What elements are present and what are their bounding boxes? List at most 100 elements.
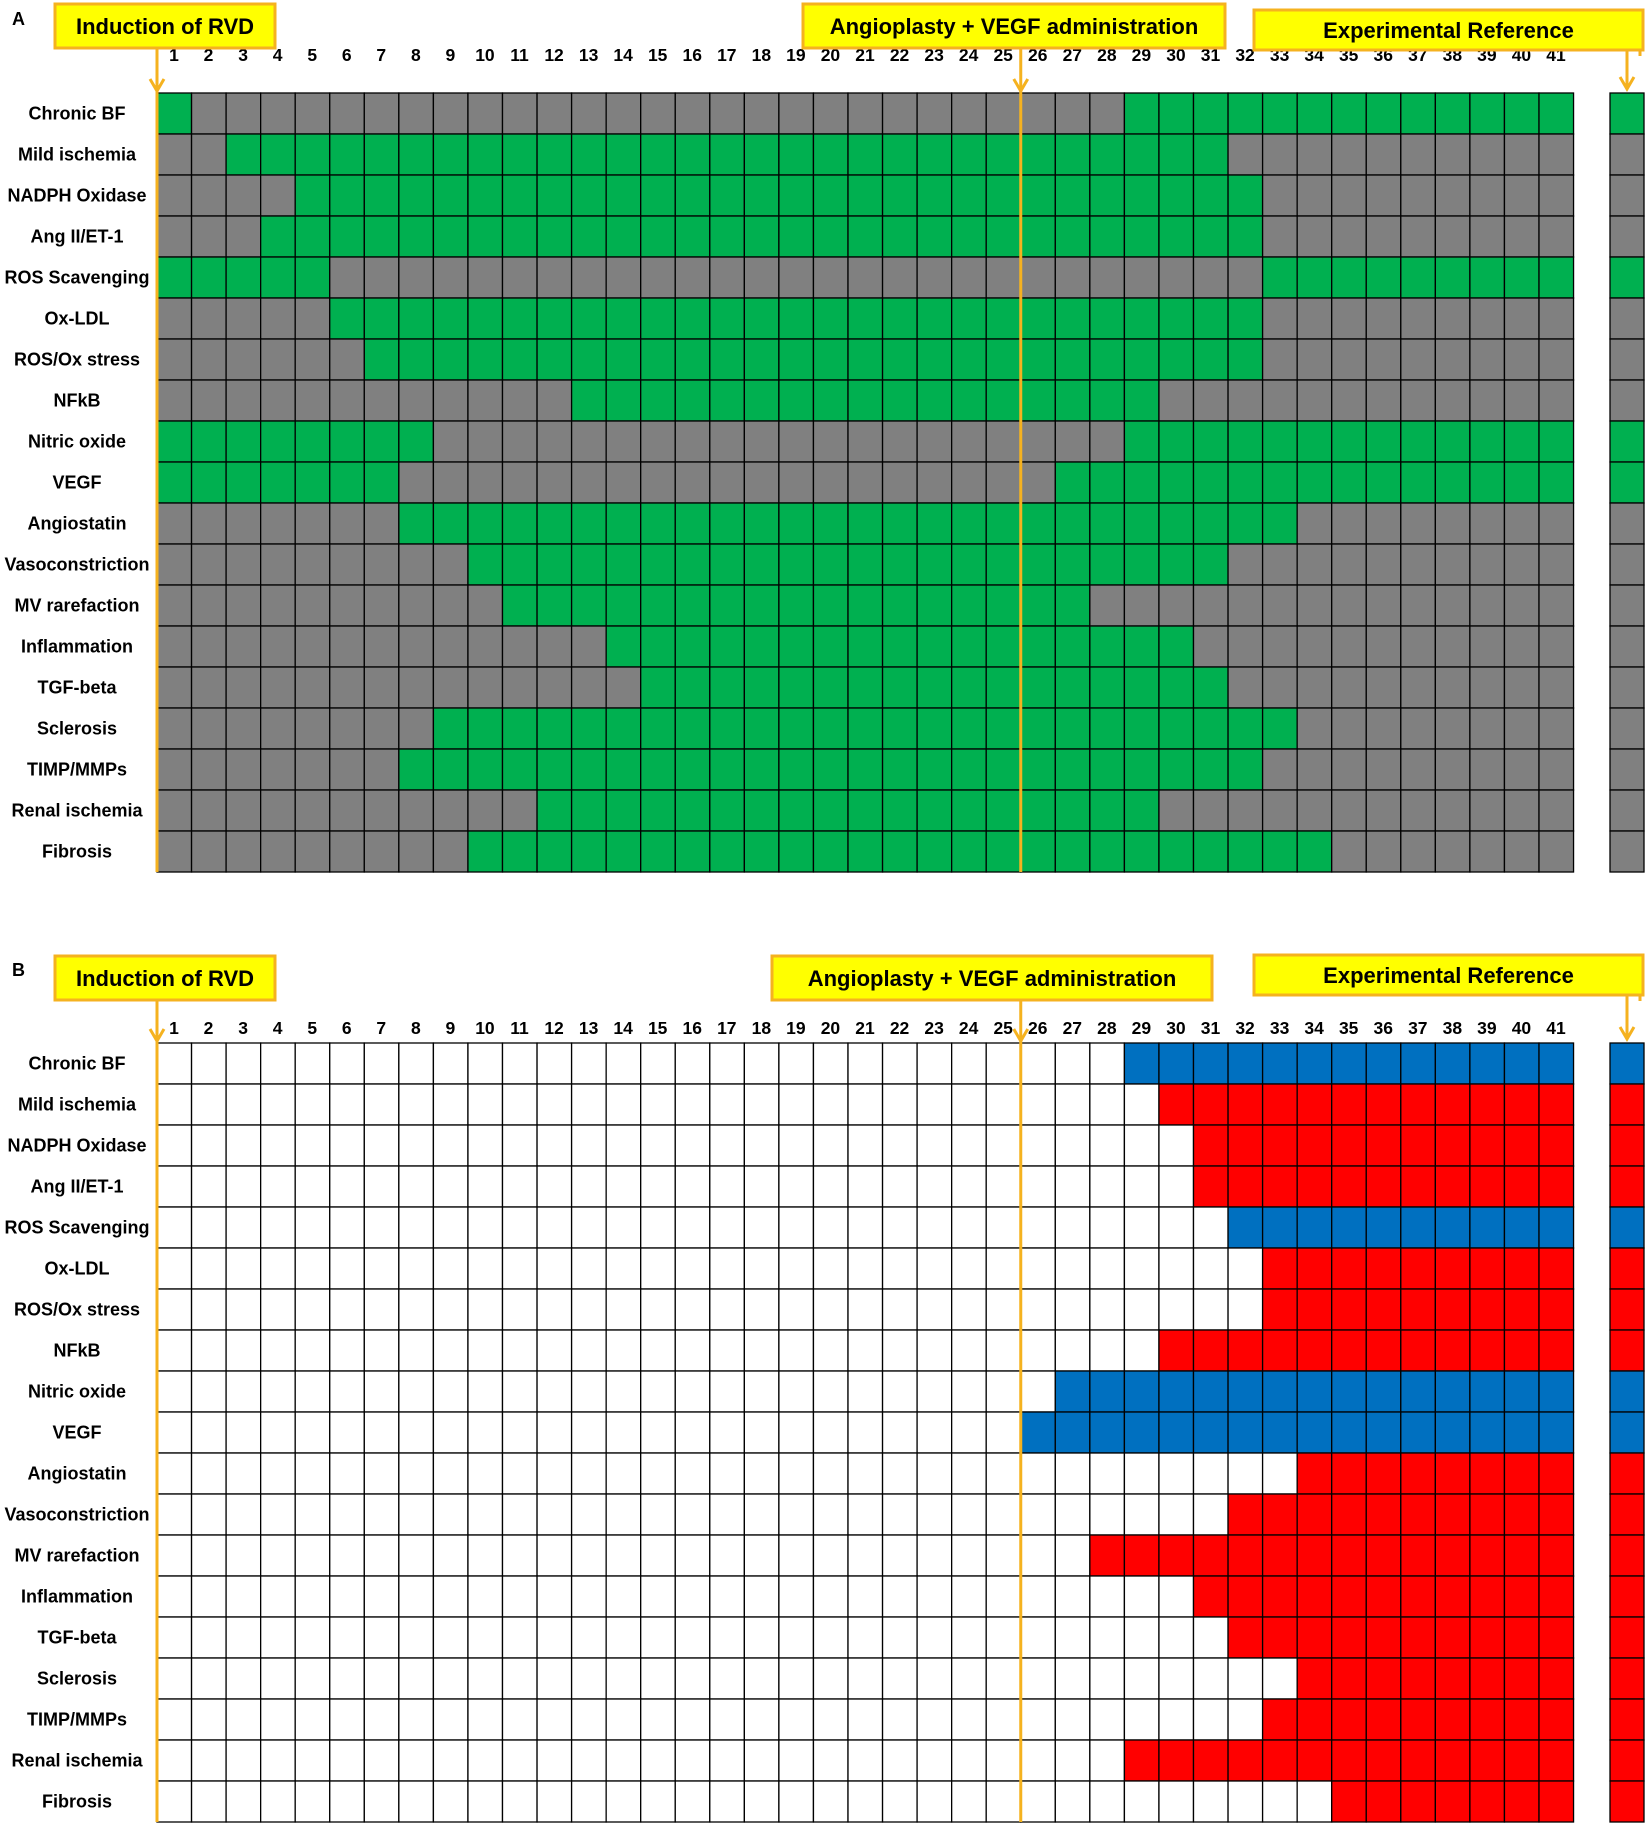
grid-cell [1469, 1370, 1506, 1413]
grid-cell [778, 1534, 815, 1577]
grid-cell [432, 1616, 469, 1659]
grid-cell [985, 420, 1022, 463]
grid-cell [674, 1411, 711, 1454]
grid-cell [363, 1698, 400, 1741]
grid-cell [881, 1247, 918, 1290]
grid-cell [1192, 584, 1229, 627]
grid-cell [1158, 748, 1195, 791]
grid-cell [1089, 1616, 1126, 1659]
grid-cell [916, 707, 953, 750]
grid-cell [1261, 1616, 1298, 1659]
grid-cell [1434, 1165, 1471, 1208]
grid-cell [398, 789, 435, 832]
grid-cell [951, 584, 987, 627]
grid-cell [1158, 92, 1195, 135]
grid-cell [1331, 830, 1367, 873]
grid-cell [1296, 1206, 1333, 1249]
grid-cell [1296, 1042, 1333, 1085]
grid-cell [1192, 1370, 1229, 1413]
grid-cell [1434, 1780, 1471, 1823]
grid-cell [985, 1493, 1022, 1536]
grid-cell [847, 1329, 884, 1372]
grid-cell [916, 1534, 953, 1577]
reference-cell [1609, 1247, 1645, 1290]
grid-cell [743, 1042, 780, 1085]
grid-cell [1469, 625, 1506, 668]
grid-cell [951, 707, 987, 750]
grid-cell [605, 830, 642, 873]
column-label: 30 [1166, 45, 1186, 65]
grid-cell [709, 1370, 745, 1413]
column-label: 29 [1132, 1018, 1152, 1038]
grid-cell [1054, 1165, 1091, 1208]
grid-cell [1261, 1657, 1298, 1700]
grid-cell [1469, 1534, 1506, 1577]
grid-cell [1054, 1288, 1091, 1331]
grid-cell [1400, 666, 1437, 709]
grid-cell [778, 338, 815, 381]
grid-cell [501, 830, 538, 873]
grid-cell [1434, 461, 1471, 504]
grid-cell [467, 1329, 504, 1372]
grid-cell [1261, 830, 1298, 873]
grid-cell [951, 420, 987, 463]
grid-cell [1400, 707, 1437, 750]
grid-cell [1123, 1206, 1160, 1249]
grid-cell [916, 502, 953, 545]
reference-cell [1609, 830, 1645, 873]
grid-cell [1192, 1616, 1229, 1659]
grid-cell [1123, 1042, 1160, 1085]
grid-cell [1503, 707, 1540, 750]
grid-cell [467, 748, 504, 791]
grid-cell [709, 1534, 745, 1577]
grid-cell [1261, 1534, 1298, 1577]
grid-cell [743, 1657, 780, 1700]
grid-cell [847, 338, 884, 381]
grid-cell [1020, 461, 1056, 504]
grid-cell [951, 174, 987, 217]
grid-cell [1261, 1288, 1298, 1331]
grid-cell [1227, 1329, 1264, 1372]
grid-cell [432, 1165, 469, 1208]
grid-cell [881, 666, 918, 709]
grid-cell [640, 1370, 676, 1413]
grid-cell [1192, 707, 1229, 750]
grid-cell [225, 1739, 262, 1782]
grid-cell [1400, 1124, 1437, 1167]
grid-cell [1365, 1657, 1402, 1700]
grid-cell [951, 338, 987, 381]
grid-cell [536, 297, 573, 340]
grid-cell [1227, 1165, 1264, 1208]
grid-cell [1158, 707, 1195, 750]
grid-cell [812, 830, 849, 873]
grid-cell [1158, 584, 1195, 627]
grid-cell [225, 379, 262, 422]
row-label: Sclerosis [37, 719, 117, 739]
grid-cell [1020, 1575, 1056, 1618]
grid-cell [605, 666, 642, 709]
grid-cell [1227, 1493, 1264, 1536]
grid-cell [1089, 338, 1126, 381]
angioplasty-box [770, 954, 1214, 1002]
grid-cell [640, 256, 676, 299]
grid-cell [1400, 1493, 1437, 1536]
grid-cell [225, 1534, 262, 1577]
reference-cell [1609, 1288, 1645, 1331]
grid-cell [467, 1534, 504, 1577]
grid-cell [363, 1575, 400, 1618]
grid-cell [1123, 584, 1160, 627]
grid-cell [640, 1739, 676, 1782]
grid-cell [709, 1288, 745, 1331]
grid-cell [1434, 707, 1471, 750]
grid-cell [329, 1493, 365, 1536]
grid-cell [1261, 625, 1298, 668]
grid-cell [259, 1288, 296, 1331]
column-label: 9 [446, 45, 456, 65]
column-label: 19 [786, 1018, 806, 1038]
grid-cell [536, 1370, 573, 1413]
grid-cell [570, 1329, 607, 1372]
grid-cell [1123, 707, 1160, 750]
grid-cell [570, 133, 607, 176]
grid-cell [190, 502, 227, 545]
grid-cell [916, 1124, 953, 1167]
